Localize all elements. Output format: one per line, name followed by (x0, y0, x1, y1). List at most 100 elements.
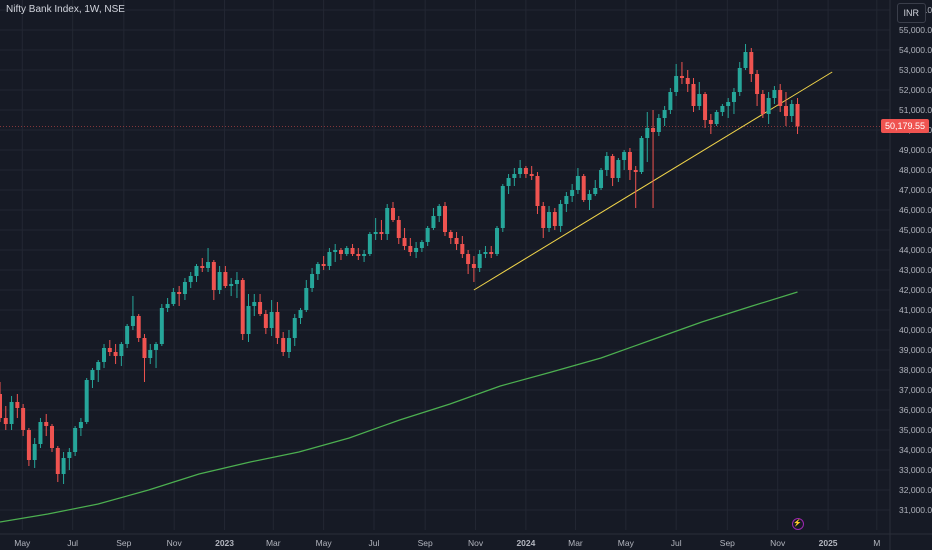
candle-body (373, 232, 378, 234)
candle-body (662, 110, 667, 118)
x-tick-label: Nov (167, 538, 183, 548)
candle-body (668, 92, 673, 110)
candle-body (362, 254, 367, 256)
y-tick-label: 36,000.00 (899, 405, 932, 415)
candle-body (367, 234, 372, 254)
candle-body (460, 244, 465, 254)
candle-body (547, 212, 552, 228)
candle-body (772, 90, 777, 98)
candle-body (471, 264, 476, 268)
candle-body (217, 272, 222, 290)
x-tick-label: 2024 (516, 538, 535, 548)
candle-body (3, 418, 8, 424)
candle-body (188, 276, 193, 282)
y-tick-label: 41,000.00 (899, 305, 932, 315)
candle-body (159, 308, 164, 344)
y-tick-label: 47,000.00 (899, 185, 932, 195)
candle-body (437, 206, 442, 216)
x-tick-label: Nov (770, 538, 786, 548)
candle-body (396, 220, 401, 238)
candle-body (755, 74, 760, 94)
candle-body (171, 292, 176, 304)
x-tick-label: May (14, 538, 31, 548)
x-tick-label: 2025 (819, 538, 838, 548)
candle-body (206, 262, 211, 268)
candle-body (743, 52, 748, 68)
y-tick-label: 52,000.00 (899, 85, 932, 95)
candle-body (616, 160, 621, 178)
candle-body (402, 238, 407, 246)
currency-button[interactable]: INR (896, 3, 926, 23)
y-tick-label: 54,000.00 (899, 45, 932, 55)
y-tick-label: 31,000.00 (899, 505, 932, 515)
x-tick-label: Jul (67, 538, 78, 548)
candle-body (552, 212, 557, 226)
candle-body (21, 408, 26, 430)
candle-body (84, 380, 89, 422)
candle-body (737, 68, 742, 92)
x-tick-label: Mar (266, 538, 281, 548)
candle-body (223, 272, 228, 286)
x-tick-label: M (873, 538, 880, 548)
candle-body (523, 168, 528, 174)
candle-body (390, 208, 395, 220)
y-tick-label: 48,000.00 (899, 165, 932, 175)
y-tick-label: 34,000.00 (899, 445, 932, 455)
candle-body (454, 238, 459, 244)
y-tick-label: 53,000.00 (899, 65, 932, 75)
candle-body (298, 310, 303, 318)
candle-body (425, 228, 430, 242)
candle-body (0, 394, 2, 418)
candle-body (443, 206, 447, 232)
candle-body (414, 248, 419, 252)
candle-body (26, 430, 31, 460)
candle-body (154, 344, 159, 350)
candle-body (50, 426, 55, 448)
candle-body (604, 156, 609, 170)
candle-body (587, 194, 592, 200)
candle-body (281, 338, 286, 352)
candle-body (477, 254, 482, 268)
candle-body (622, 152, 627, 160)
candle-body (708, 120, 713, 124)
candle-body (506, 178, 511, 186)
x-tick-label: Sep (116, 538, 131, 548)
candle-body (304, 288, 309, 310)
y-tick-label: 42,000.00 (899, 285, 932, 295)
candle-body (61, 458, 66, 474)
event-bolt-icon[interactable]: ⚡ (791, 518, 804, 530)
candle-body (431, 216, 436, 228)
candle-body (344, 248, 349, 254)
y-tick-label: 39,000.00 (899, 345, 932, 355)
candle-body (500, 186, 505, 228)
y-tick-label: 37,000.00 (899, 385, 932, 395)
candle-body (211, 262, 216, 290)
candle-body (292, 318, 297, 338)
candle-body (200, 266, 205, 268)
y-tick-label: 33,000.00 (899, 465, 932, 475)
y-tick-label: 40,000.00 (899, 325, 932, 335)
candle-body (697, 94, 702, 106)
candle-body (749, 52, 754, 74)
x-tick-label: Mar (568, 538, 583, 548)
candle-body (136, 316, 141, 338)
candle-body (234, 280, 239, 284)
candle-body (627, 152, 632, 170)
candle-body (338, 250, 343, 254)
candle-body (610, 156, 615, 178)
x-tick-label: 2023 (215, 538, 234, 548)
candle-body (581, 176, 586, 200)
candle-body (194, 266, 199, 276)
candle-body (778, 90, 783, 106)
candle-body (263, 314, 268, 328)
candle-body (529, 174, 534, 176)
candle-body (593, 188, 598, 194)
candle-body (419, 242, 424, 248)
candle-body (258, 302, 263, 314)
x-tick-label: Nov (468, 538, 484, 548)
candle-body (102, 348, 107, 362)
candle-body (645, 128, 650, 138)
candle-body (512, 174, 517, 178)
candle-body (130, 316, 135, 326)
